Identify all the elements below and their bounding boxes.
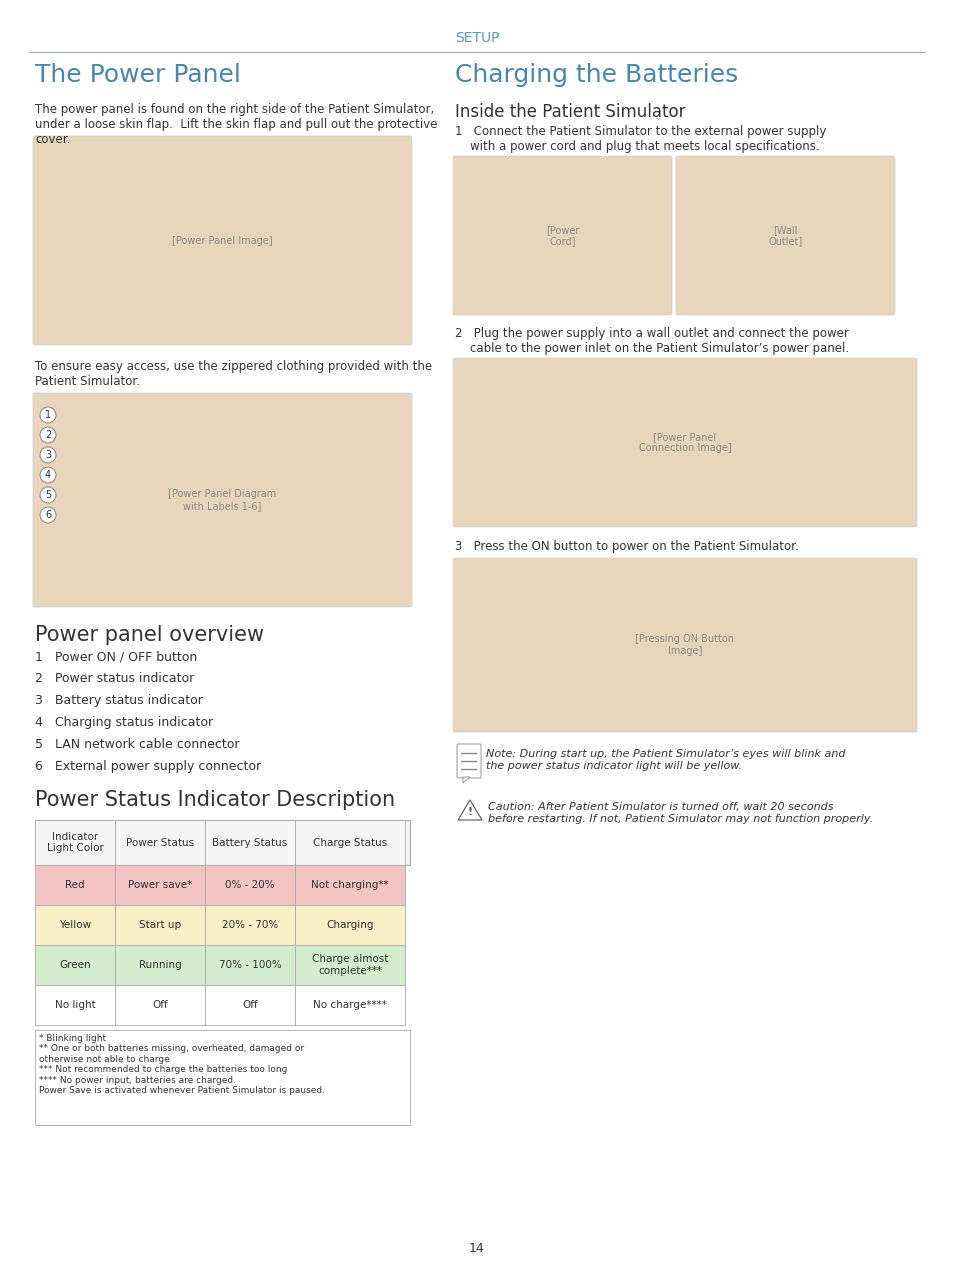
Text: 20% - 70%: 20% - 70% — [222, 920, 278, 930]
Text: Red: Red — [65, 880, 85, 890]
FancyBboxPatch shape — [35, 820, 410, 865]
Text: 2: 2 — [45, 430, 51, 440]
Text: 1: 1 — [45, 410, 51, 420]
Text: Note: During start up, the Patient Simulator’s eyes will blink and
the power sta: Note: During start up, the Patient Simul… — [485, 749, 844, 771]
FancyBboxPatch shape — [294, 865, 405, 904]
Text: Power save*: Power save* — [128, 880, 192, 890]
FancyBboxPatch shape — [294, 945, 405, 985]
Text: Off: Off — [242, 1000, 257, 1010]
Text: Inside the Patient Simulator: Inside the Patient Simulator — [455, 103, 685, 121]
Text: 2   Plug the power supply into a wall outlet and connect the power
    cable to : 2 Plug the power supply into a wall outl… — [455, 327, 848, 355]
Circle shape — [40, 508, 56, 523]
Text: Yellow: Yellow — [59, 920, 91, 930]
FancyBboxPatch shape — [115, 904, 205, 945]
Text: [Wall
Outlet]: [Wall Outlet] — [767, 225, 801, 247]
Polygon shape — [457, 800, 481, 820]
FancyBboxPatch shape — [294, 985, 405, 1025]
Text: Charge Status: Charge Status — [313, 837, 387, 847]
Text: Charging: Charging — [326, 920, 374, 930]
Text: No charge****: No charge**** — [313, 1000, 387, 1010]
Text: 6   External power supply connector: 6 External power supply connector — [35, 759, 261, 773]
Text: 14: 14 — [469, 1241, 484, 1254]
Text: Off: Off — [152, 1000, 168, 1010]
Circle shape — [40, 407, 56, 424]
FancyBboxPatch shape — [453, 558, 916, 731]
FancyBboxPatch shape — [205, 985, 294, 1025]
Text: Start up: Start up — [139, 920, 181, 930]
Circle shape — [40, 427, 56, 443]
Text: Power panel overview: Power panel overview — [35, 625, 264, 645]
Text: [Power
Cord]: [Power Cord] — [545, 225, 578, 247]
Text: 1   Power ON / OFF button: 1 Power ON / OFF button — [35, 650, 197, 663]
FancyBboxPatch shape — [35, 1030, 410, 1124]
Circle shape — [40, 467, 56, 483]
Text: Green: Green — [59, 960, 91, 971]
Circle shape — [40, 487, 56, 502]
Text: [Power Panel
Connection Image]: [Power Panel Connection Image] — [638, 431, 731, 453]
FancyBboxPatch shape — [115, 985, 205, 1025]
Text: Battery Status: Battery Status — [213, 837, 287, 847]
Text: [Power Panel Diagram
with Labels 1-6]: [Power Panel Diagram with Labels 1-6] — [168, 490, 276, 511]
FancyBboxPatch shape — [205, 945, 294, 985]
FancyBboxPatch shape — [205, 865, 294, 904]
Text: 2   Power status indicator: 2 Power status indicator — [35, 672, 194, 686]
FancyBboxPatch shape — [294, 820, 405, 865]
Text: 5   LAN network cable connector: 5 LAN network cable connector — [35, 738, 239, 750]
FancyBboxPatch shape — [33, 393, 412, 607]
Text: 3   Battery status indicator: 3 Battery status indicator — [35, 695, 203, 707]
Text: 5: 5 — [45, 490, 51, 500]
Text: [Power Panel Image]: [Power Panel Image] — [172, 235, 273, 245]
FancyBboxPatch shape — [294, 904, 405, 945]
Text: No light: No light — [54, 1000, 95, 1010]
FancyBboxPatch shape — [115, 820, 205, 865]
Polygon shape — [462, 777, 470, 784]
Text: 1   Connect the Patient Simulator to the external power supply
    with a power : 1 Connect the Patient Simulator to the e… — [455, 125, 825, 153]
Text: [Pressing ON Button
Image]: [Pressing ON Button Image] — [635, 635, 734, 656]
FancyBboxPatch shape — [453, 357, 916, 527]
FancyBboxPatch shape — [115, 945, 205, 985]
Text: 6: 6 — [45, 510, 51, 520]
Text: Power Status Indicator Description: Power Status Indicator Description — [35, 790, 395, 810]
FancyBboxPatch shape — [453, 156, 671, 315]
FancyBboxPatch shape — [205, 904, 294, 945]
FancyBboxPatch shape — [205, 820, 294, 865]
Text: 0% - 20%: 0% - 20% — [225, 880, 274, 890]
Text: * Blinking light
** One or both batteries missing, overheated, damaged or
otherw: * Blinking light ** One or both batterie… — [39, 1034, 325, 1095]
FancyBboxPatch shape — [35, 904, 115, 945]
Text: The Power Panel: The Power Panel — [35, 64, 240, 86]
Text: Indicator
Light Color: Indicator Light Color — [47, 832, 103, 854]
FancyBboxPatch shape — [456, 744, 480, 778]
FancyBboxPatch shape — [35, 820, 115, 865]
Text: Caution: After Patient Simulator is turned off, wait 20 seconds
before restartin: Caution: After Patient Simulator is turn… — [488, 803, 872, 823]
FancyBboxPatch shape — [35, 865, 115, 904]
Text: 3: 3 — [45, 450, 51, 460]
Text: SETUP: SETUP — [455, 31, 498, 45]
Text: Running: Running — [138, 960, 181, 971]
Text: !: ! — [467, 806, 472, 817]
FancyBboxPatch shape — [676, 156, 894, 315]
Circle shape — [40, 446, 56, 463]
FancyBboxPatch shape — [35, 945, 115, 985]
Text: Charge almost
complete***: Charge almost complete*** — [312, 954, 388, 976]
Text: The power panel is found on the right side of the Patient Simulator,
under a loo: The power panel is found on the right si… — [35, 103, 437, 146]
Text: To ensure easy access, use the zippered clothing provided with the
Patient Simul: To ensure easy access, use the zippered … — [35, 360, 432, 388]
Text: Charging the Batteries: Charging the Batteries — [455, 64, 738, 86]
Text: 3   Press the ON button to power on the Patient Simulator.: 3 Press the ON button to power on the Pa… — [455, 541, 798, 553]
Text: Not charging**: Not charging** — [311, 880, 389, 890]
FancyBboxPatch shape — [35, 985, 115, 1025]
FancyBboxPatch shape — [115, 865, 205, 904]
Text: 4: 4 — [45, 469, 51, 480]
FancyBboxPatch shape — [33, 136, 412, 345]
Text: 4   Charging status indicator: 4 Charging status indicator — [35, 716, 213, 729]
Text: Power Status: Power Status — [126, 837, 193, 847]
Text: 70% - 100%: 70% - 100% — [218, 960, 281, 971]
